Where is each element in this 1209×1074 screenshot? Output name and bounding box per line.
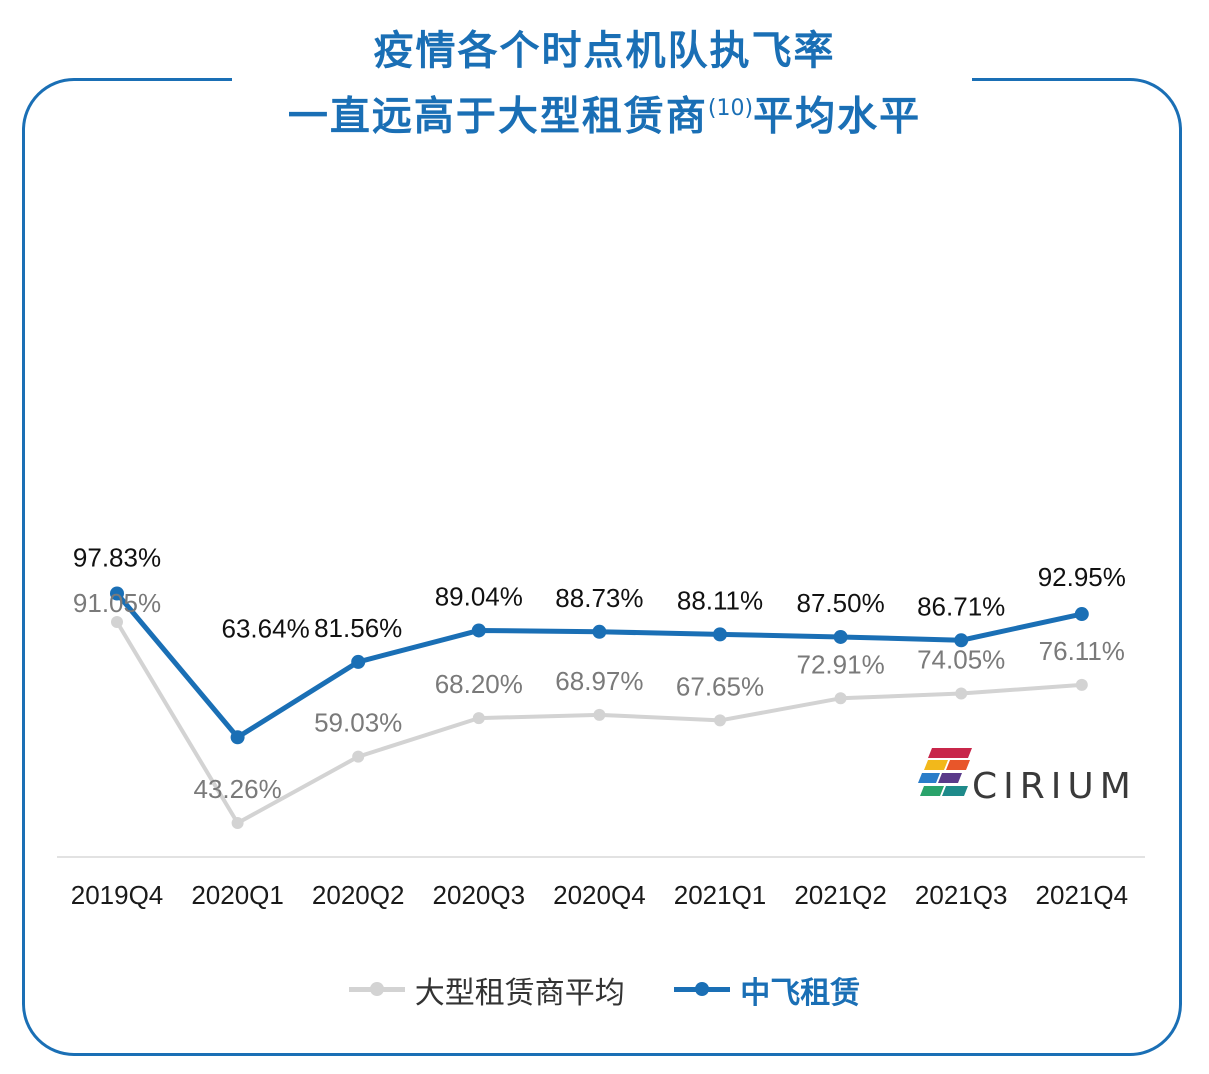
- data-label-gray: 68.20%: [435, 669, 523, 699]
- cirium-logo-text: CIRIUM: [972, 766, 1137, 807]
- legend-item-blue: 中飞租赁: [674, 968, 860, 1012]
- data-label-gray: 59.03%: [314, 708, 402, 738]
- data-point-blue: [1074, 607, 1089, 622]
- data-point-blue: [592, 624, 607, 639]
- title-line-2: 一直远高于大型租赁商(10)平均水平: [0, 80, 1209, 145]
- x-tick-label: 2020Q2: [312, 880, 405, 910]
- x-tick-label: 2020Q1: [191, 880, 284, 910]
- data-label-blue: 88.11%: [677, 585, 763, 615]
- data-point-blue: [833, 629, 848, 644]
- data-label-blue: 89.04%: [435, 581, 523, 611]
- x-tick-label: 2020Q4: [553, 880, 646, 910]
- legend-swatch-blue: [674, 982, 731, 996]
- legend-label-blue: 中飞租赁: [740, 975, 861, 1011]
- data-label-gray: 67.65%: [676, 671, 764, 701]
- x-tick-label: 2020Q3: [433, 880, 526, 910]
- cirium-logo-icon: [918, 748, 972, 796]
- data-point-blue: [713, 627, 727, 642]
- data-label-gray: 76.11%: [1039, 636, 1125, 666]
- data-point-gray: [1075, 678, 1088, 691]
- data-point-gray: [352, 750, 365, 763]
- data-point-gray: [834, 692, 847, 705]
- data-label-gray: 68.97%: [555, 666, 643, 696]
- title-line-2-prefix: 一直远高于大型租赁商: [287, 92, 708, 140]
- x-tick-label: 2021Q1: [674, 880, 767, 910]
- legend-label-gray: 大型租赁商平均: [414, 975, 625, 1011]
- data-point-gray: [472, 712, 485, 725]
- legend-item-gray: 大型租赁商平均: [348, 968, 625, 1012]
- data-label-blue: 87.50%: [797, 588, 885, 618]
- data-label-blue: 88.73%: [555, 583, 643, 613]
- data-label-gray: 74.05%: [917, 645, 1005, 675]
- data-point-gray: [111, 616, 123, 629]
- x-tick-label: 2021Q3: [915, 880, 1008, 910]
- title-line-2-suffix: 平均水平: [753, 92, 922, 140]
- data-label-blue: 63.64%: [222, 613, 310, 643]
- cirium-logo: CIRIUM: [918, 746, 1138, 816]
- x-tick-label: 2021Q4: [1036, 880, 1129, 910]
- x-tick-label: 2021Q2: [794, 880, 887, 910]
- data-label-blue: 97.83%: [73, 543, 161, 573]
- data-label-gray: 91.05%: [73, 588, 161, 618]
- data-point-blue: [110, 586, 124, 601]
- chart-legend: 大型租赁商平均 中飞租赁: [0, 965, 1209, 1012]
- data-point-gray: [714, 714, 726, 727]
- legend-swatch-gray: [348, 982, 405, 996]
- title-line-1: 疫情各个时点机队执飞率: [373, 27, 836, 74]
- x-tick-label: 2019Q4: [71, 880, 164, 910]
- data-point-blue: [351, 654, 366, 669]
- title-superscript: (10): [707, 96, 754, 121]
- title-backdrop: [232, 60, 972, 130]
- data-point-blue: [954, 633, 969, 648]
- data-point-gray: [231, 817, 244, 829]
- data-label-blue: 86.71%: [917, 591, 1005, 621]
- data-label-gray: 72.91%: [797, 649, 885, 679]
- data-point-gray: [593, 708, 606, 721]
- data-label-blue: 92.95%: [1038, 562, 1126, 592]
- chart-title: 疫情各个时点机队执飞率 一直远高于大型租赁商(10)平均水平: [0, 22, 1209, 145]
- data-label-gray: 43.26%: [194, 774, 282, 804]
- data-point-blue: [471, 623, 486, 638]
- data-point-gray: [955, 687, 968, 700]
- data-point-blue: [230, 730, 245, 745]
- data-label-blue: 81.56%: [314, 613, 402, 643]
